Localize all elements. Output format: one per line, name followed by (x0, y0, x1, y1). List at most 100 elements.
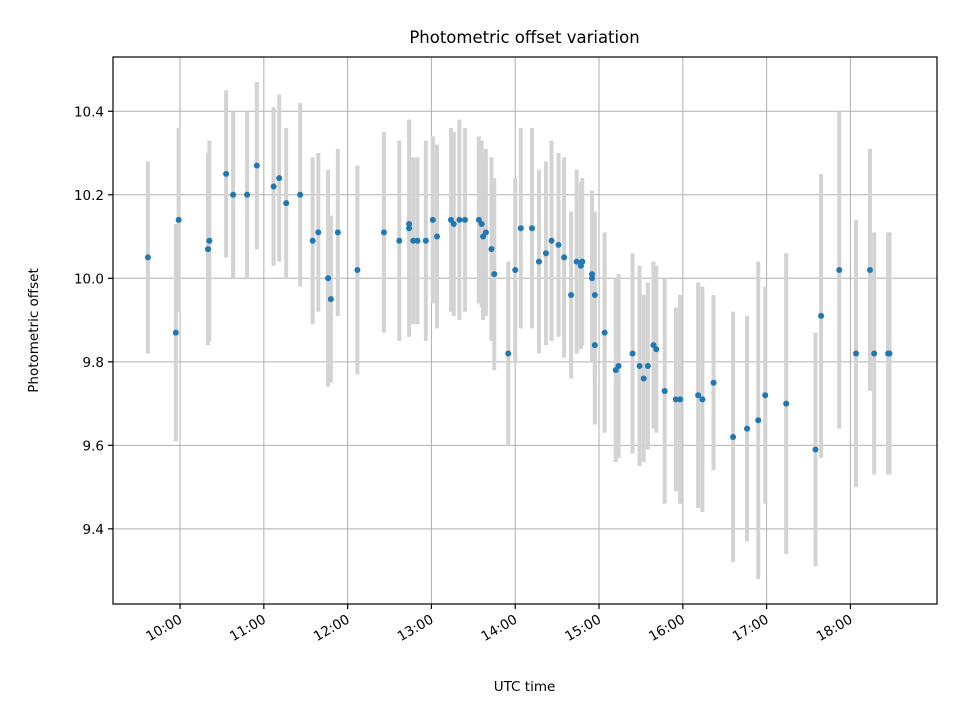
y-tick-label: 9.4 (83, 522, 104, 538)
data-point (406, 221, 413, 228)
data-point (755, 417, 762, 424)
data-point (297, 191, 304, 198)
x-tick-label: 17:00 (730, 612, 772, 645)
data-point (244, 191, 251, 198)
data-point (644, 362, 651, 369)
data-point (325, 275, 332, 282)
y-tick-label: 9.6 (83, 438, 104, 454)
data-point (204, 246, 211, 253)
data-point (555, 241, 562, 248)
data-point (461, 216, 468, 223)
data-point (672, 396, 679, 403)
data-point (591, 342, 598, 349)
data-point (528, 225, 535, 232)
error-bars (145, 82, 892, 579)
data-point (783, 400, 790, 407)
plot-frame (112, 56, 938, 605)
data-point (812, 446, 819, 453)
data-point (744, 425, 751, 432)
data-point (172, 329, 179, 336)
data-point (762, 392, 769, 399)
data-point (450, 221, 457, 228)
data-point (270, 183, 277, 190)
data-point (561, 254, 568, 261)
data-point (491, 271, 498, 278)
y-tick-label: 9.8 (83, 355, 104, 371)
data-point (429, 216, 436, 223)
data-point (710, 379, 717, 386)
data-point (886, 350, 893, 357)
data-point (334, 229, 341, 236)
data-point (542, 250, 549, 257)
chart-title: Photometric offset variation (409, 28, 639, 47)
data-point (615, 362, 622, 369)
data-point (206, 237, 213, 244)
x-tick-label: 15:00 (562, 612, 604, 645)
data-point (699, 396, 706, 403)
y-tick-label: 10.2 (74, 188, 104, 204)
data-point (573, 258, 580, 265)
data-point (482, 229, 489, 236)
x-tick-label: 10:00 (143, 612, 185, 645)
data-point (422, 237, 429, 244)
data-point (410, 237, 417, 244)
data-point (589, 271, 596, 278)
data-point (309, 237, 316, 244)
x-axis-ticks: 10:00 11:00 12:00 13:00 14:00 15:00 16:00 17:00… (143, 604, 855, 645)
data-point (283, 200, 290, 207)
data-point (852, 350, 859, 357)
data-point (230, 191, 237, 198)
data-point (866, 266, 873, 273)
data-point (695, 392, 702, 399)
data-point (517, 225, 524, 232)
y-tick-label: 10.4 (74, 104, 104, 120)
data-point (535, 258, 542, 265)
data-points (144, 162, 893, 453)
data-point (677, 396, 684, 403)
data-point (354, 266, 361, 273)
data-point (591, 292, 598, 299)
data-point (589, 275, 596, 282)
data-point (175, 216, 182, 223)
data-point (396, 237, 403, 244)
data-point (579, 258, 586, 265)
x-tick-label: 14:00 (479, 612, 521, 645)
data-point (601, 329, 608, 336)
data-point (871, 350, 878, 357)
data-point (478, 221, 485, 228)
y-axis-label: Photometric offset (26, 268, 42, 392)
y-gridlines (113, 110, 937, 530)
data-point (548, 237, 555, 244)
data-point (253, 162, 260, 169)
data-point (223, 170, 230, 177)
data-point (456, 216, 463, 223)
data-point (661, 388, 668, 395)
data-point (629, 350, 636, 357)
data-point (636, 362, 643, 369)
data-point (406, 225, 413, 232)
x-tick-label: 12:00 (311, 612, 353, 645)
data-point (836, 266, 843, 273)
x-axis-label: UTC time (494, 679, 556, 695)
y-tick-label: 10.0 (74, 271, 104, 287)
data-point (818, 312, 825, 319)
x-tick-label: 18:00 (814, 612, 856, 645)
x-tick-label: 11:00 (227, 612, 269, 645)
data-point (380, 229, 387, 236)
data-point (568, 292, 575, 299)
data-point (505, 350, 512, 357)
y-axis-ticks: 9.4 9.6 9.8 10.0 10.2 10.4 (74, 104, 113, 538)
data-point (512, 266, 519, 273)
data-point (315, 229, 322, 236)
data-point (144, 254, 151, 261)
data-point (434, 233, 441, 240)
data-point (414, 237, 421, 244)
data-point (276, 175, 283, 182)
data-point (730, 433, 737, 440)
x-tick-label: 13:00 (395, 612, 437, 645)
data-point (327, 296, 334, 303)
data-point (653, 346, 660, 353)
data-point (640, 375, 647, 382)
x-tick-label: 16:00 (646, 612, 688, 645)
